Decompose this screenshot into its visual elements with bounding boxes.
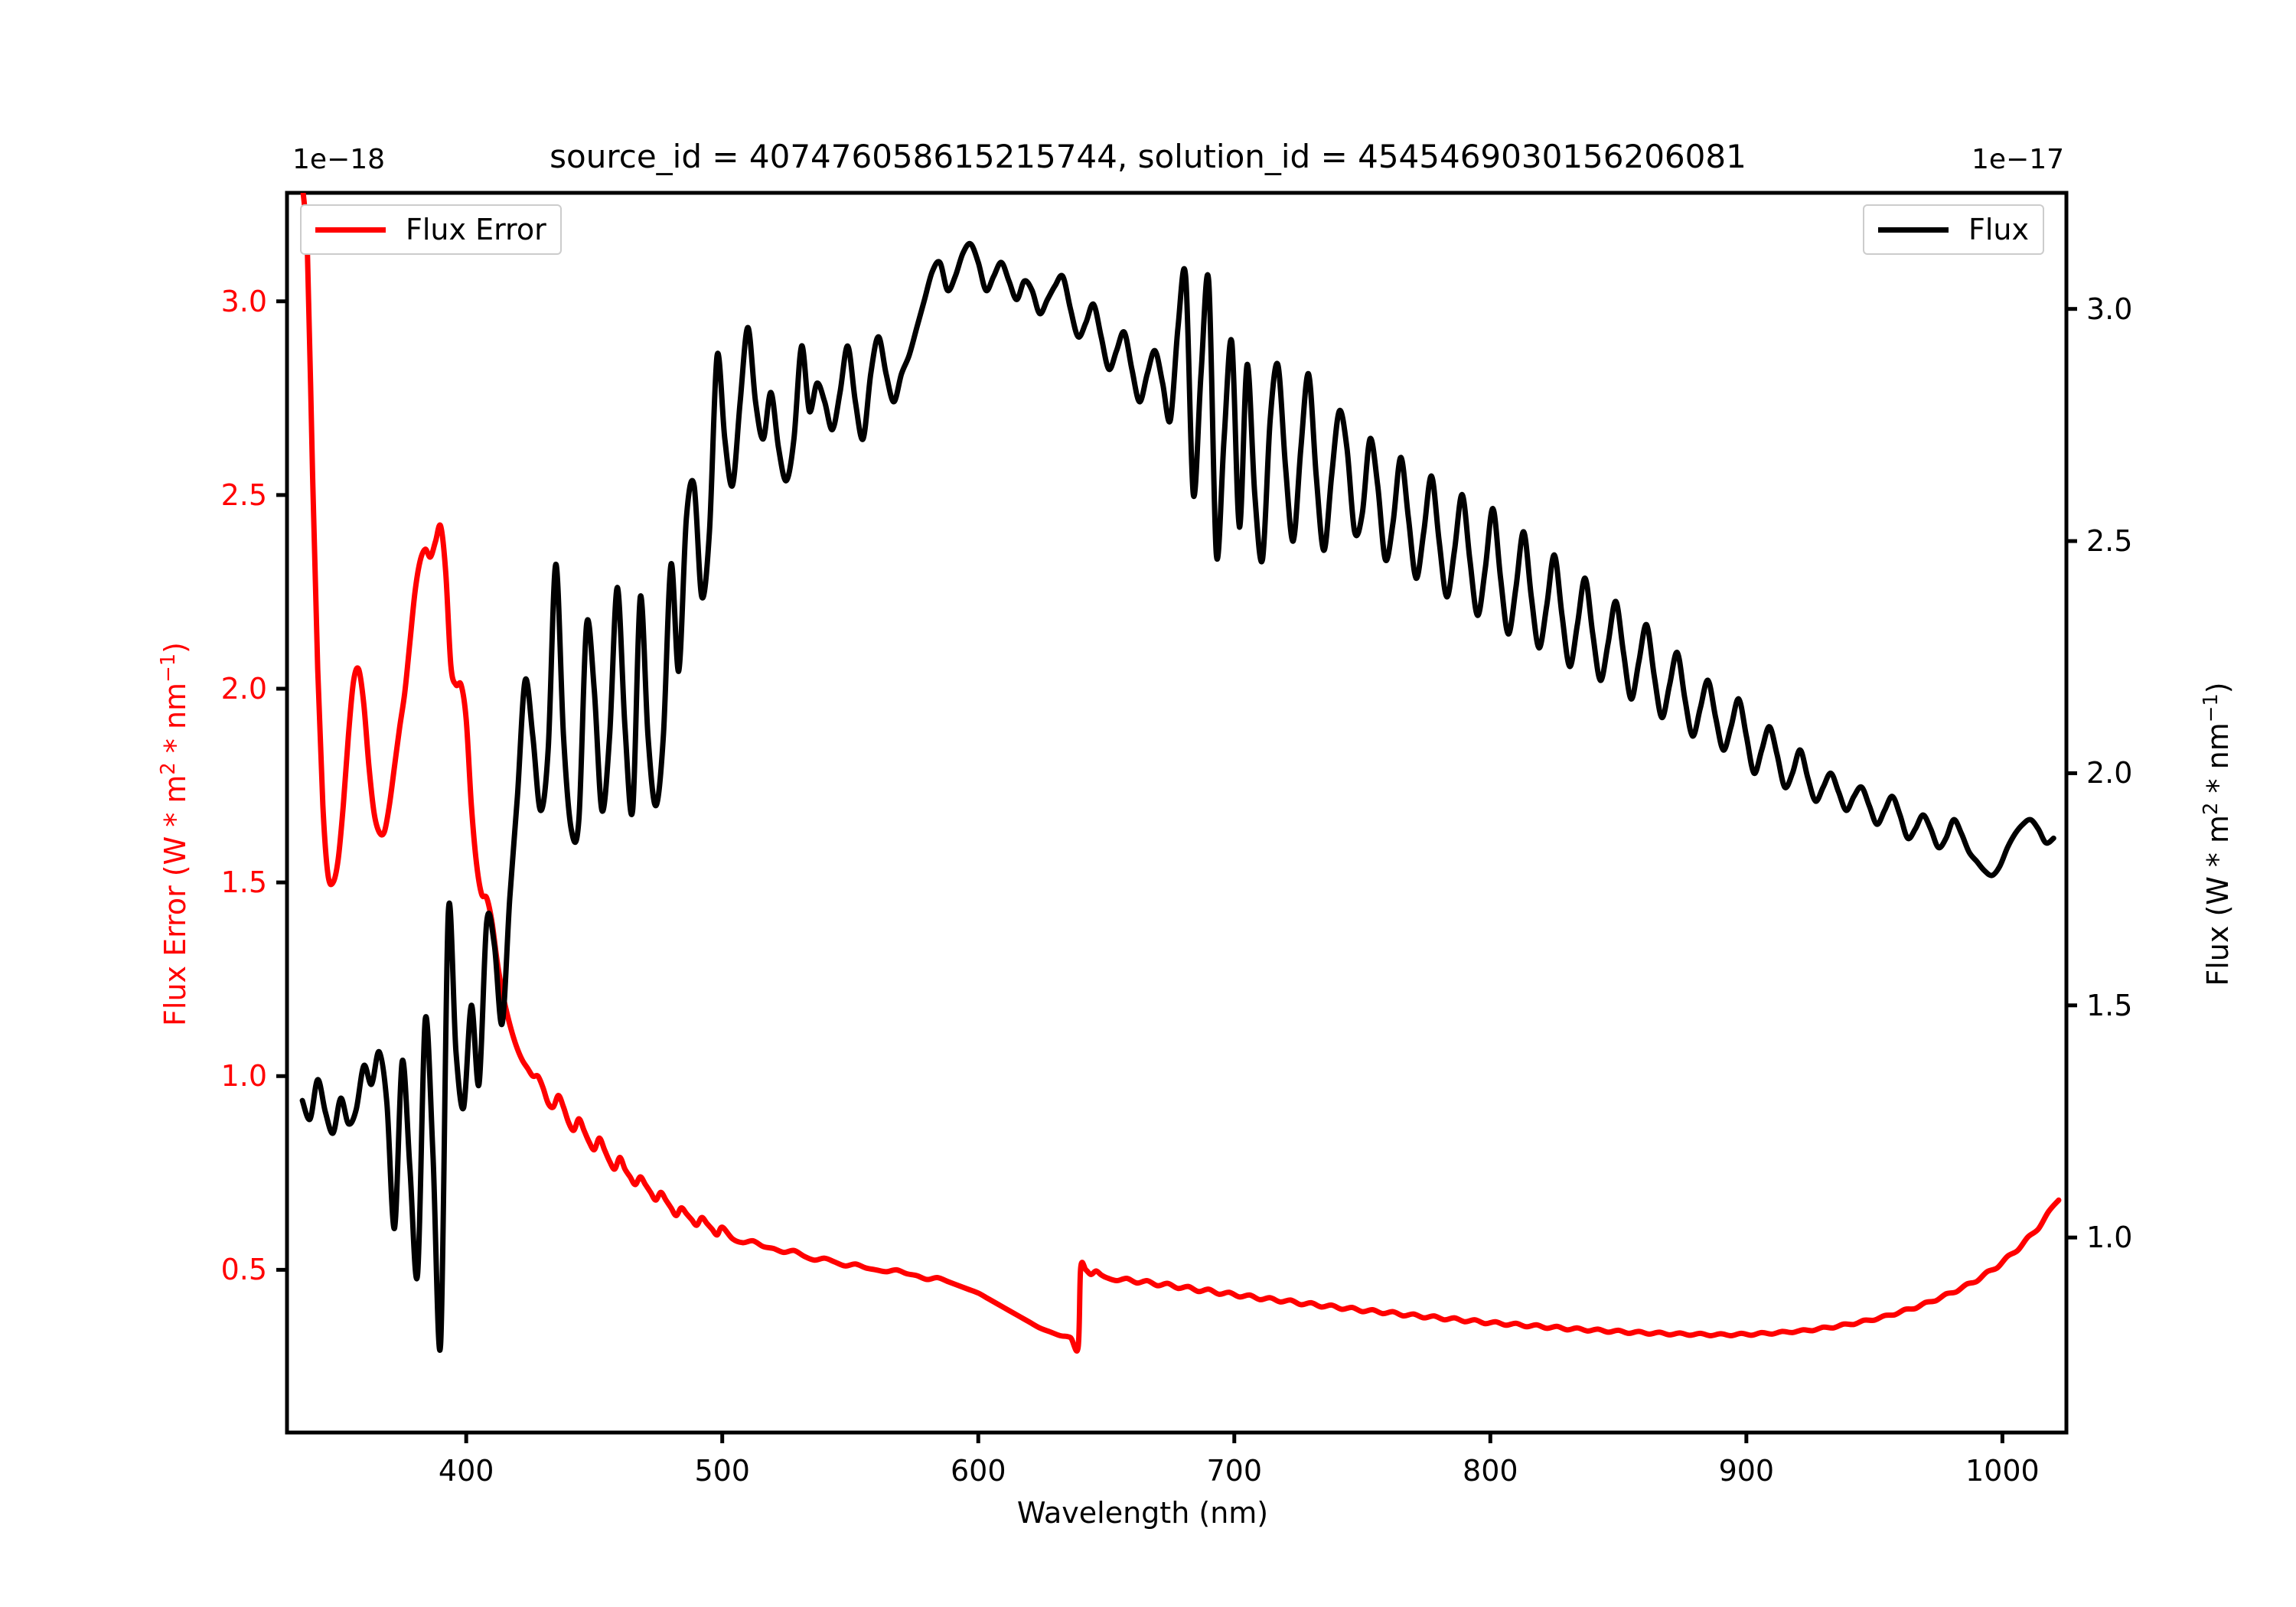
right-y-tick-label: 2.5: [2086, 524, 2133, 559]
left-y-tick-label: 2.5: [220, 478, 267, 512]
right-y-axis-label: Flux (W * m2 * nm−1): [2200, 682, 2235, 986]
plot-frame: [285, 191, 2069, 1435]
x-tick-label: 600: [950, 1454, 1006, 1488]
x-tick-label: 400: [438, 1454, 494, 1488]
legend-flux[interactable]: Flux: [1863, 204, 2044, 255]
left-y-axis-label-exp1: 2: [157, 762, 181, 775]
left-y-tick-label: 0.5: [220, 1253, 267, 1287]
x-tick-label: 700: [1206, 1454, 1263, 1488]
left-y-tick-label: 1.0: [220, 1059, 267, 1094]
left-y-tick-label: 2.0: [220, 672, 267, 706]
right-y-axis-label-exp1: 2: [2200, 802, 2223, 815]
x-tick-label: 500: [694, 1454, 750, 1488]
legend-flux-error[interactable]: Flux Error: [300, 204, 562, 255]
left-axis-offset-text: 1e−18: [292, 144, 386, 175]
series-line-flux: [299, 241, 2056, 1353]
right-y-axis-label-prefix: Flux (W * m: [2200, 814, 2235, 986]
left-y-tick-label: 3.0: [220, 284, 267, 318]
left-y-axis-label-mid: * nm: [158, 682, 192, 763]
right-y-tick-label: 2.0: [2086, 756, 2133, 790]
x-tick-label: 1000: [1965, 1454, 2040, 1488]
right-y-tick-label: 3.0: [2086, 292, 2133, 326]
page-title: source_id = 407476058615215744, solution…: [550, 138, 1746, 175]
right-y-axis-label-exp2: −1: [2200, 693, 2223, 723]
right-y-tick-label: 1.5: [2086, 988, 2133, 1022]
right-y-axis-label-mid: * nm: [2200, 722, 2235, 803]
left-y-axis-label-exp2: −1: [157, 653, 181, 683]
x-tick-label: 900: [1718, 1454, 1775, 1488]
left-y-axis-label-prefix: Flux Error (W * m: [158, 774, 192, 1026]
legend-label-flux: Flux: [1968, 213, 2029, 246]
left-y-axis-label: Flux Error (W * m2 * nm−1): [157, 642, 192, 1026]
right-axis-offset-text: 1e−17: [1971, 144, 2065, 175]
legend-label-flux-error: Flux Error: [406, 213, 546, 246]
x-axis-label: Wavelength (nm): [1016, 1496, 1269, 1530]
legend-line-swatch-flux-error: [315, 227, 386, 233]
legend-line-swatch-flux: [1878, 227, 1949, 233]
left-y-tick-label: 1.5: [220, 865, 267, 900]
right-y-tick-label: 1.0: [2086, 1221, 2133, 1255]
series-line-flux-error: [300, 193, 2062, 1354]
x-tick-label: 800: [1463, 1454, 1518, 1488]
left-y-axis-label-suffix: ): [158, 642, 192, 654]
right-y-axis-label-suffix: ): [2200, 682, 2235, 694]
